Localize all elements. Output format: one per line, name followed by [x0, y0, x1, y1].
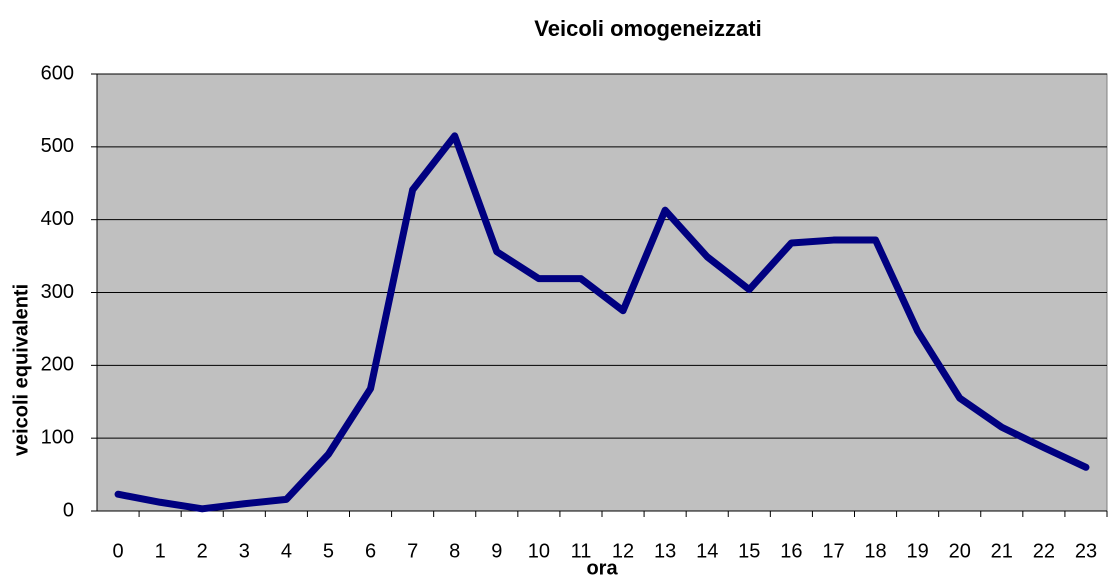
x-tick-label: 18: [864, 540, 886, 562]
chart-title: Veicoli omogeneizzati: [534, 16, 761, 41]
y-tick-label: 0: [63, 499, 74, 521]
y-tick-label: 600: [41, 62, 74, 84]
x-tick-label: 1: [155, 540, 166, 562]
x-tick-label: 0: [112, 540, 123, 562]
x-tick-label: 19: [907, 540, 929, 562]
x-tick-label: 20: [949, 540, 971, 562]
x-tick-label: 6: [365, 540, 376, 562]
line-series: [114, 132, 1090, 513]
x-tick-label: 15: [738, 540, 760, 562]
y-tick-label: 300: [41, 281, 74, 303]
y-tick-label: 200: [41, 354, 74, 376]
x-tick-label: 4: [281, 540, 292, 562]
x-tick-label: 3: [239, 540, 250, 562]
x-tick-label: 16: [780, 540, 802, 562]
x-tick-label: 12: [612, 540, 634, 562]
x-tick-label: 13: [654, 540, 676, 562]
y-axis-label: veicoli equivalenti: [10, 284, 32, 456]
x-tick-label: 17: [822, 540, 844, 562]
x-tick-label: 21: [991, 540, 1013, 562]
x-tick-label: 10: [528, 540, 550, 562]
y-tick-label: 400: [41, 208, 74, 230]
x-tick-label: 5: [323, 540, 334, 562]
x-axis-label: ora: [586, 557, 618, 578]
x-tick-label: 8: [449, 540, 460, 562]
x-tick-label: 9: [491, 540, 502, 562]
y-tick-label: 500: [41, 135, 74, 157]
x-tick-label: 23: [1075, 540, 1097, 562]
x-tick-label: 14: [696, 540, 718, 562]
y-tick-label: 100: [41, 426, 74, 448]
x-tick-label: 22: [1033, 540, 1055, 562]
x-tick-label: 7: [407, 540, 418, 562]
x-tick-label: 11: [571, 540, 592, 562]
x-tick-label: 2: [197, 540, 208, 562]
